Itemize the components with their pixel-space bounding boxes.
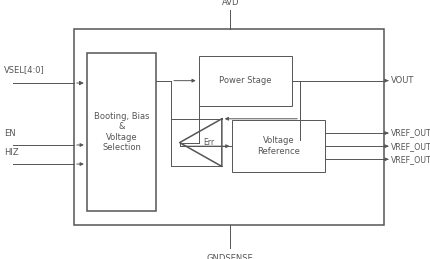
Text: VOUT: VOUT [390, 76, 413, 85]
Bar [86, 53, 156, 211]
Text: HIZ: HIZ [4, 148, 19, 157]
Text: GNDSENSE: GNDSENSE [206, 254, 253, 259]
Text: VREF_OUT_EN: VREF_OUT_EN [390, 128, 430, 138]
Bar [74, 30, 384, 225]
Text: Err: Err [203, 138, 214, 147]
Text: Booting, Bias
&
Voltage
Selection: Booting, Bias & Voltage Selection [94, 112, 149, 152]
Bar [198, 56, 291, 106]
Text: VSEL[4:0]: VSEL[4:0] [4, 66, 45, 74]
Text: Power Stage: Power Stage [218, 76, 271, 85]
Text: EN: EN [4, 128, 16, 138]
Text: VREF_OUT: VREF_OUT [390, 142, 430, 151]
Bar [232, 120, 325, 172]
Text: Voltage
Reference: Voltage Reference [257, 136, 300, 156]
Text: AVD: AVD [221, 0, 239, 6]
Text: VREF_OUT_OK: VREF_OUT_OK [390, 155, 430, 164]
